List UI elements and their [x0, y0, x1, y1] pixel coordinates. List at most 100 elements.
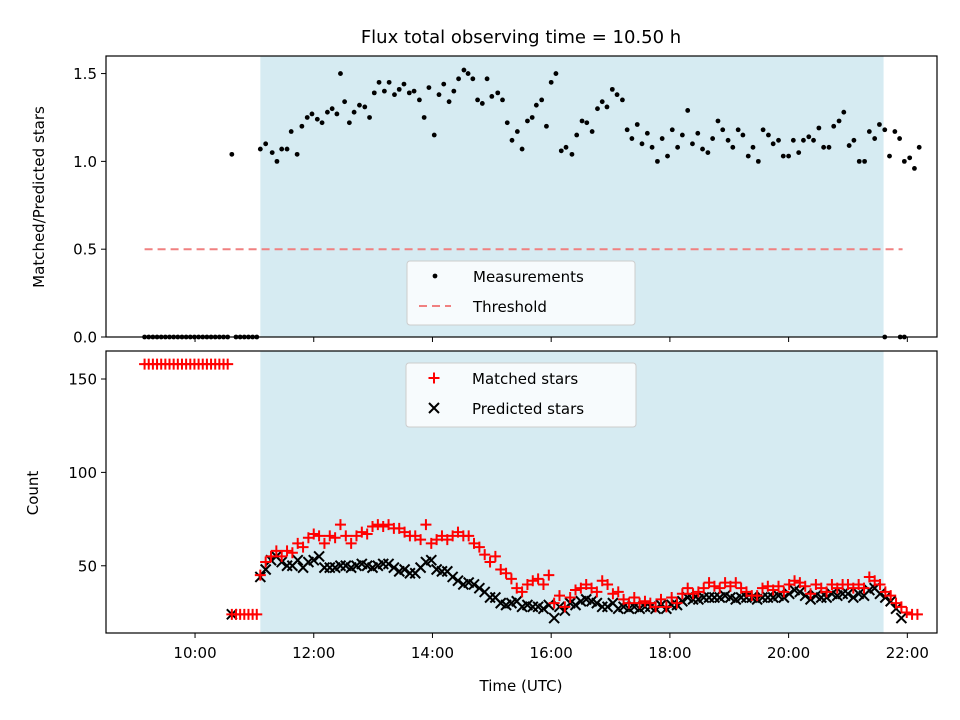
predicted-star-point [275, 556, 288, 568]
y-tick-label: 0.0 [73, 329, 97, 347]
x-tick-label: 16:00 [530, 644, 573, 662]
predicted-star-point [842, 588, 854, 600]
measurement-point [655, 158, 660, 164]
predicted-star-point [543, 599, 555, 611]
measurement-point [846, 143, 852, 148]
measurement-point [649, 144, 655, 150]
matched-star-point [628, 592, 640, 604]
measurement-point [525, 118, 530, 124]
measurement-point [392, 92, 397, 98]
measurement-point [558, 148, 564, 154]
predicted-star-point [804, 593, 817, 606]
y-tick-label: 100 [68, 464, 97, 482]
measurement-point [715, 118, 721, 124]
measurement-point [806, 134, 812, 140]
y-tick-label: 1.0 [73, 153, 97, 171]
measurement-point [750, 144, 756, 150]
measurement-point [314, 116, 320, 122]
matched-star-point [602, 578, 614, 590]
matched-star-points [139, 358, 923, 620]
measurement-point [776, 137, 781, 143]
matched-star-point [639, 595, 651, 607]
matched-star-point [805, 588, 817, 600]
measurement-point [284, 146, 290, 152]
matched-star-point [778, 586, 790, 598]
measurement-point [659, 136, 665, 141]
measurement-point [519, 146, 525, 152]
measurement-point [710, 136, 716, 141]
legend-predicted-marker [428, 402, 440, 414]
matched-star-point [676, 588, 688, 600]
matched-star-point [708, 580, 720, 592]
measurement-point [700, 146, 705, 152]
top-legend[interactable]: Measurements Threshold [406, 260, 636, 326]
measurement-point [780, 153, 786, 159]
measurement-point [475, 97, 480, 103]
measurement-point [796, 150, 802, 155]
measurement-point [553, 71, 559, 76]
measurement-point [851, 137, 857, 143]
measurement-point [279, 146, 285, 152]
measurement-point [504, 120, 510, 126]
measurement-point [446, 99, 452, 105]
measurement-point [411, 88, 417, 94]
measurement-point [325, 109, 330, 115]
measurement-point [529, 115, 535, 120]
measurement-point [274, 158, 280, 164]
predicted-star-point [890, 603, 902, 615]
measurement-point [740, 132, 746, 138]
measurement-point [665, 153, 670, 159]
matched-star-point [505, 573, 517, 585]
x-tick-label: 14:00 [411, 644, 454, 662]
measurement-point [484, 76, 490, 82]
measurement-point [396, 86, 402, 92]
measurement-point [801, 137, 806, 143]
measurement-point [629, 136, 635, 141]
matched-star-point [537, 578, 549, 590]
measurement-point [856, 158, 862, 164]
matched-star-point [548, 597, 560, 609]
matched-star-point [308, 528, 320, 540]
predicted-star-point [778, 591, 790, 604]
predicted-star-point [676, 595, 689, 607]
x-tick-label: 18:00 [648, 644, 691, 662]
matched-star-point [420, 519, 432, 531]
y-tick-label: 1.5 [73, 65, 97, 83]
matched-star-point [265, 550, 277, 562]
bottom-legend[interactable]: Matched stars Predicted stars [405, 362, 637, 428]
matched-star-point [607, 588, 619, 600]
measurement-point [669, 127, 675, 133]
matched-star-point [698, 582, 710, 594]
measurement-point [299, 123, 305, 129]
legend-matched-marker [428, 372, 440, 384]
y-tick-label: 150 [68, 371, 97, 389]
measurement-point [690, 141, 695, 147]
measurement-point [456, 76, 461, 82]
x-axis-label: Time (UTC) [479, 677, 563, 695]
predicted-star-point [468, 578, 480, 591]
measurement-point [786, 153, 792, 159]
measurement-point [730, 144, 736, 150]
matched-star-point [318, 537, 330, 549]
bottom-axes-frame [105, 350, 938, 634]
matched-star-point [463, 530, 475, 542]
measurement-point [563, 144, 569, 150]
matched-star-point [858, 582, 870, 594]
predicted-star-point [783, 588, 795, 600]
matched-star-point [543, 569, 555, 581]
matched-star-point [473, 541, 485, 553]
x-tick-label: 20:00 [767, 644, 810, 662]
measurement-point [877, 122, 882, 127]
matched-star-point [671, 597, 683, 609]
matched-star-point [372, 519, 384, 531]
predicted-star-point [382, 558, 395, 570]
predicted-star-point [820, 591, 833, 604]
matched-star-point [564, 592, 576, 604]
measurement-point [495, 90, 501, 96]
measurement-point [790, 137, 796, 143]
measurement-point [309, 111, 315, 117]
measurement-point [470, 76, 476, 82]
matched-star-point [281, 545, 293, 557]
measurement-point [599, 99, 605, 105]
measurement-point [548, 79, 554, 85]
